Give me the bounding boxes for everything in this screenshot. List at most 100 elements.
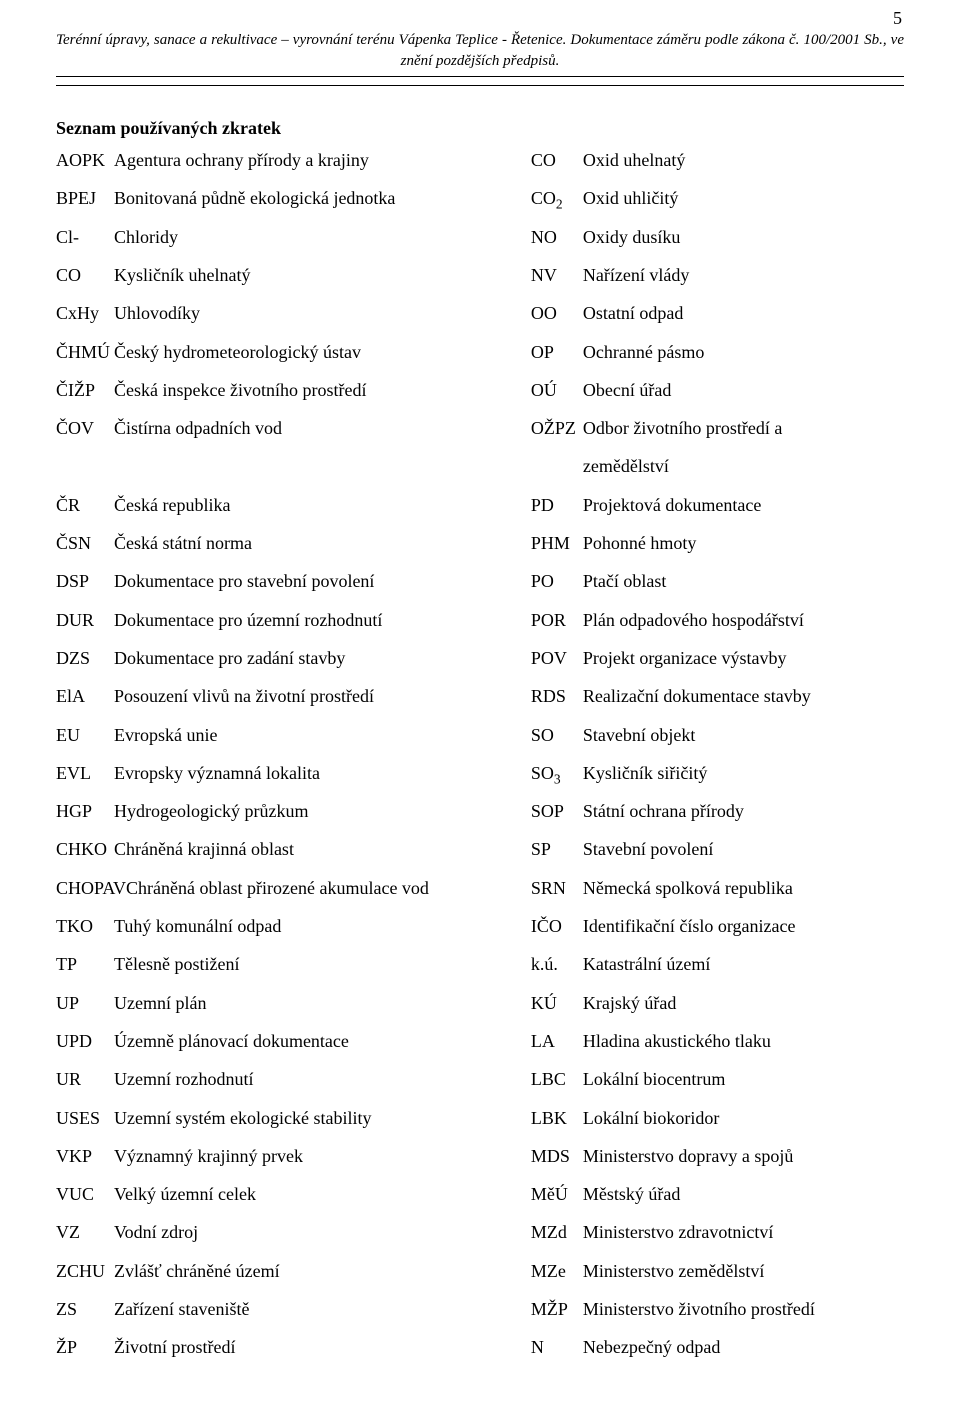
abbr-row: zemědělství bbox=[531, 454, 904, 478]
abbr-code: VUC bbox=[56, 1182, 114, 1206]
abbr-row: MZdMinisterstvo zdravotnictví bbox=[531, 1220, 904, 1244]
abbr-row: DSPDokumentace pro stavební povolení bbox=[56, 569, 507, 593]
abbr-code: CO bbox=[531, 148, 583, 172]
abbr-row: LBCLokální biocentrum bbox=[531, 1067, 904, 1091]
abbr-desc: Česká inspekce životního prostředí bbox=[114, 378, 507, 402]
abbr-desc: Projekt organizace výstavby bbox=[583, 646, 904, 670]
page-container: 5 Terénní úpravy, sanace a rekultivace –… bbox=[0, 0, 960, 1414]
abbr-row: ČRČeská republika bbox=[56, 493, 507, 517]
abbr-row: ČIŽPČeská inspekce životního prostředí bbox=[56, 378, 507, 402]
abbr-code: ČOV bbox=[56, 416, 114, 440]
abbr-code: PD bbox=[531, 493, 583, 517]
abbr-code: CO bbox=[56, 263, 114, 287]
abbr-code: ŽP bbox=[56, 1335, 114, 1359]
abbr-desc: Ostatní odpad bbox=[583, 301, 904, 325]
abbr-desc: Uzemní systém ekologické stability bbox=[114, 1106, 507, 1130]
abbr-desc: Bonitovaná půdně ekologická jednotka bbox=[114, 186, 507, 210]
document-header: Terénní úpravy, sanace a rekultivace – v… bbox=[56, 30, 904, 77]
abbr-desc: Životní prostředí bbox=[114, 1335, 507, 1359]
abbr-desc: Obecní úřad bbox=[583, 378, 904, 402]
abbr-desc: Uzemní rozhodnutí bbox=[114, 1067, 507, 1091]
abbr-row: Cl-Chloridy bbox=[56, 225, 507, 249]
abbr-code: LA bbox=[531, 1029, 583, 1053]
abbr-row: RDSRealizační dokumentace stavby bbox=[531, 684, 904, 708]
abbr-desc: Krajský úřad bbox=[583, 991, 904, 1015]
abbr-desc: Ministerstvo dopravy a spojů bbox=[583, 1144, 904, 1168]
abbr-code: ČR bbox=[56, 493, 114, 517]
abbr-desc: Chráněná krajinná oblast bbox=[114, 837, 507, 861]
abbr-desc: Velký územní celek bbox=[114, 1182, 507, 1206]
abbr-desc: Uhlovodíky bbox=[114, 301, 507, 325]
abbr-code: OŽPZ bbox=[531, 416, 583, 440]
abbr-code: MŽP bbox=[531, 1297, 583, 1321]
abbr-desc: Oxidy dusíku bbox=[583, 225, 904, 249]
abbr-row: TKOTuhý komunální odpad bbox=[56, 914, 507, 938]
abbr-desc: Pohonné hmoty bbox=[583, 531, 904, 555]
abbr-desc: Nebezpečný odpad bbox=[583, 1335, 904, 1359]
abbr-code: SO bbox=[531, 723, 583, 747]
abbr-code: EVL bbox=[56, 761, 114, 785]
abbr-row: ČOVČistírna odpadních vod bbox=[56, 416, 507, 440]
abbr-code: DZS bbox=[56, 646, 114, 670]
abbr-code: POV bbox=[531, 646, 583, 670]
abbr-row: MZeMinisterstvo zemědělství bbox=[531, 1259, 904, 1283]
abbr-row: POVProjekt organizace výstavby bbox=[531, 646, 904, 670]
abbr-row: OOOstatní odpad bbox=[531, 301, 904, 325]
abbr-code: k.ú. bbox=[531, 952, 583, 976]
abbr-desc: Stavební objekt bbox=[583, 723, 904, 747]
abbr-row: TPTělesně postižení bbox=[56, 952, 507, 976]
abbr-row: SOPStátní ochrana přírody bbox=[531, 799, 904, 823]
abbr-row: NOOxidy dusíku bbox=[531, 225, 904, 249]
abbr-code: UPD bbox=[56, 1029, 114, 1053]
abbr-desc: Identifikační číslo organizace bbox=[583, 914, 904, 938]
abbr-code: UR bbox=[56, 1067, 114, 1091]
abbr-desc: Plán odpadového hospodářství bbox=[583, 608, 904, 632]
abbr-row: OŽPZOdbor životního prostředí a bbox=[531, 416, 904, 440]
abbr-desc: Čistírna odpadních vod bbox=[114, 416, 507, 440]
abbr-code: SP bbox=[531, 837, 583, 861]
abbr-row: IČOIdentifikační číslo organizace bbox=[531, 914, 904, 938]
left-column: AOPKAgentura ochrany přírody a krajinyBP… bbox=[56, 148, 507, 1374]
abbr-row: CO2Oxid uhličitý bbox=[531, 186, 904, 210]
abbr-row: PORPlán odpadového hospodářství bbox=[531, 608, 904, 632]
abbr-code: AOPK bbox=[56, 148, 114, 172]
abbr-desc: Ptačí oblast bbox=[583, 569, 904, 593]
header-line-2: znění pozdějších předpisů. bbox=[56, 51, 904, 71]
page-number: 5 bbox=[56, 0, 904, 30]
abbr-desc: Stavební povolení bbox=[583, 837, 904, 861]
abbr-code: RDS bbox=[531, 684, 583, 708]
abbr-row: MŽPMinisterstvo životního prostředí bbox=[531, 1297, 904, 1321]
abbr-row: SRNNěmecká spolková republika bbox=[531, 876, 904, 900]
abbr-row: ZSZařízení staveniště bbox=[56, 1297, 507, 1321]
abbr-row: EUEvropská unie bbox=[56, 723, 507, 747]
abbr-desc: Česká republika bbox=[114, 493, 507, 517]
right-column: COOxid uhelnatý CO2Oxid uhličitý NOOxidy d… bbox=[531, 148, 904, 1374]
abbr-code: N bbox=[531, 1335, 583, 1359]
abbr-code: NO bbox=[531, 225, 583, 249]
abbr-code: NV bbox=[531, 263, 583, 287]
abbr-code: OO bbox=[531, 301, 583, 325]
abbr-code: ČHMÚ bbox=[56, 340, 114, 364]
abbr-row: ČHMÚČeský hydrometeorologický ústav bbox=[56, 340, 507, 364]
abbr-desc: Chráněná oblast přirozené akumulace vod bbox=[126, 876, 507, 900]
abbr-code: VZ bbox=[56, 1220, 114, 1244]
abbr-desc: Nařízení vlády bbox=[583, 263, 904, 287]
abbr-row: ČSNČeská státní norma bbox=[56, 531, 507, 555]
abbr-code: PHM bbox=[531, 531, 583, 555]
abbr-row: HGPHydrogeologický průzkum bbox=[56, 799, 507, 823]
abbr-desc: Ministerstvo zdravotnictví bbox=[583, 1220, 904, 1244]
abbr-code: USES bbox=[56, 1106, 114, 1130]
abbr-code: ČSN bbox=[56, 531, 114, 555]
abbr-row: OPOchranné pásmo bbox=[531, 340, 904, 364]
abbr-code: DSP bbox=[56, 569, 114, 593]
abbr-row: PDProjektová dokumentace bbox=[531, 493, 904, 517]
abbr-row: DZSDokumentace pro zadání stavby bbox=[56, 646, 507, 670]
abbr-desc: Územně plánovací dokumentace bbox=[114, 1029, 507, 1053]
abbr-code: PO bbox=[531, 569, 583, 593]
abbr-row: COOxid uhelnatý bbox=[531, 148, 904, 172]
abbr-row: BPEJBonitovaná půdně ekologická jednotka bbox=[56, 186, 507, 210]
abbr-row: USESUzemní systém ekologické stability bbox=[56, 1106, 507, 1130]
abbr-code: EU bbox=[56, 723, 114, 747]
abbr-code: MZd bbox=[531, 1220, 583, 1244]
abbr-desc: Dokumentace pro územní rozhodnutí bbox=[114, 608, 507, 632]
